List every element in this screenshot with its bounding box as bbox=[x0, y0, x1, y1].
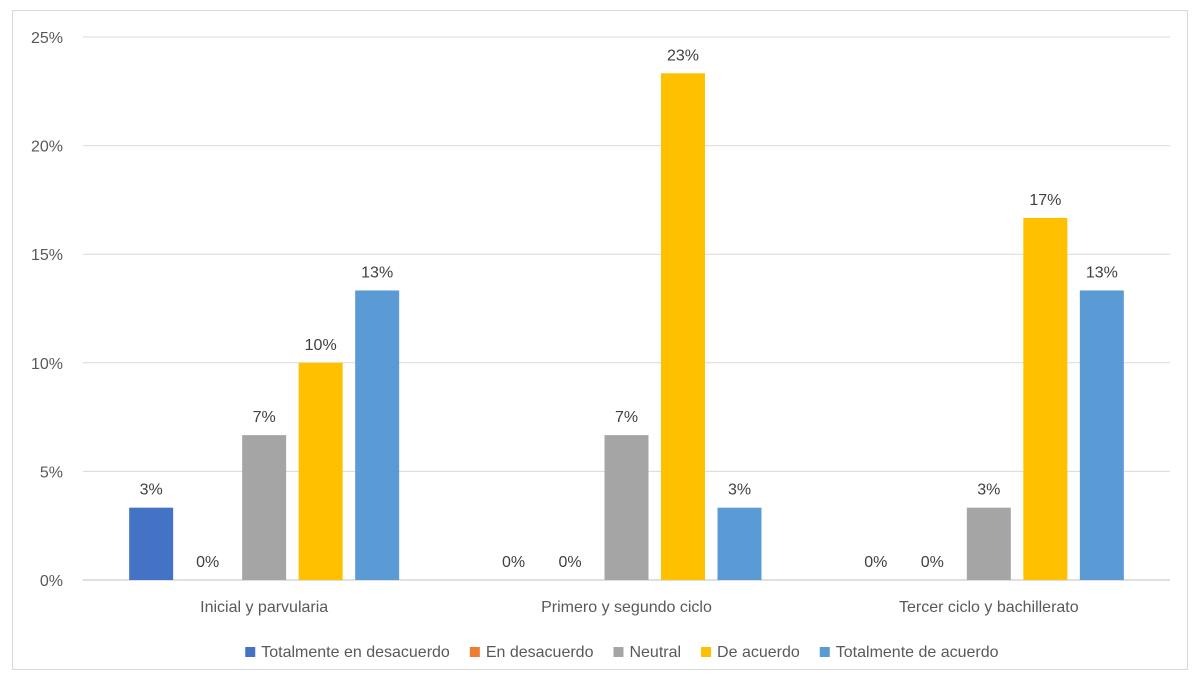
bar bbox=[129, 507, 174, 580]
y-axis-ticks: 0% 5% 10% 15% 20% 25% bbox=[31, 30, 63, 590]
bar bbox=[242, 435, 287, 580]
bar bbox=[1023, 217, 1068, 580]
bar bbox=[661, 73, 705, 580]
data-label: 23% bbox=[667, 47, 699, 64]
category-label: Primero y segundo ciclo bbox=[541, 599, 712, 616]
legend-label: En desacuerdo bbox=[486, 644, 594, 661]
y-tick-label: 10% bbox=[31, 356, 63, 373]
y-tick-label: 25% bbox=[31, 30, 63, 47]
legend-swatch bbox=[819, 647, 830, 657]
legend-swatch bbox=[245, 647, 256, 657]
data-label: 7% bbox=[253, 409, 276, 426]
legend-label: De acuerdo bbox=[717, 644, 800, 661]
y-tick-label: 5% bbox=[40, 464, 63, 481]
category-label: Tercer ciclo y bachillerato bbox=[899, 599, 1079, 616]
bar bbox=[298, 362, 343, 580]
legend-label: Totalmente de acuerdo bbox=[836, 644, 999, 661]
data-label: 0% bbox=[196, 554, 219, 571]
data-label: 3% bbox=[728, 482, 751, 499]
data-label: 13% bbox=[361, 264, 393, 281]
data-label: 0% bbox=[558, 554, 581, 571]
data-label: 10% bbox=[305, 337, 337, 354]
y-tick-label: 20% bbox=[31, 139, 63, 156]
legend-label: Neutral bbox=[629, 644, 681, 661]
data-label: 3% bbox=[140, 482, 163, 499]
data-label: 0% bbox=[864, 554, 887, 571]
category-labels: Inicial y parvularia Primero y segundo ci… bbox=[200, 599, 1079, 616]
data-label: 17% bbox=[1029, 192, 1061, 209]
legend: Totalmente en desacuerdo En desacuerdo Neu… bbox=[245, 644, 999, 661]
legend-swatch bbox=[469, 647, 480, 657]
bar bbox=[355, 290, 400, 580]
category-label: Inicial y parvularia bbox=[200, 599, 328, 616]
data-labels: 3% 0% 7% 10% 13% 0% 0% 7% 23% 3% 0% 0% 3% 17% 13% bbox=[140, 47, 1118, 571]
data-label: 0% bbox=[921, 554, 944, 571]
y-tick-label: 0% bbox=[40, 573, 63, 590]
legend-label: Totalmente en desacuerdo bbox=[261, 644, 450, 661]
bar bbox=[1079, 290, 1124, 580]
data-label: 7% bbox=[615, 409, 638, 426]
bar bbox=[717, 507, 762, 580]
legend-swatch bbox=[613, 647, 624, 657]
legend-swatch bbox=[701, 647, 712, 657]
y-tick-label: 15% bbox=[31, 247, 63, 264]
bar bbox=[966, 507, 1011, 580]
data-label: 0% bbox=[502, 554, 525, 571]
bars bbox=[129, 73, 1124, 580]
data-label: 3% bbox=[977, 482, 1000, 499]
data-label: 13% bbox=[1086, 264, 1118, 281]
bar bbox=[604, 435, 649, 580]
